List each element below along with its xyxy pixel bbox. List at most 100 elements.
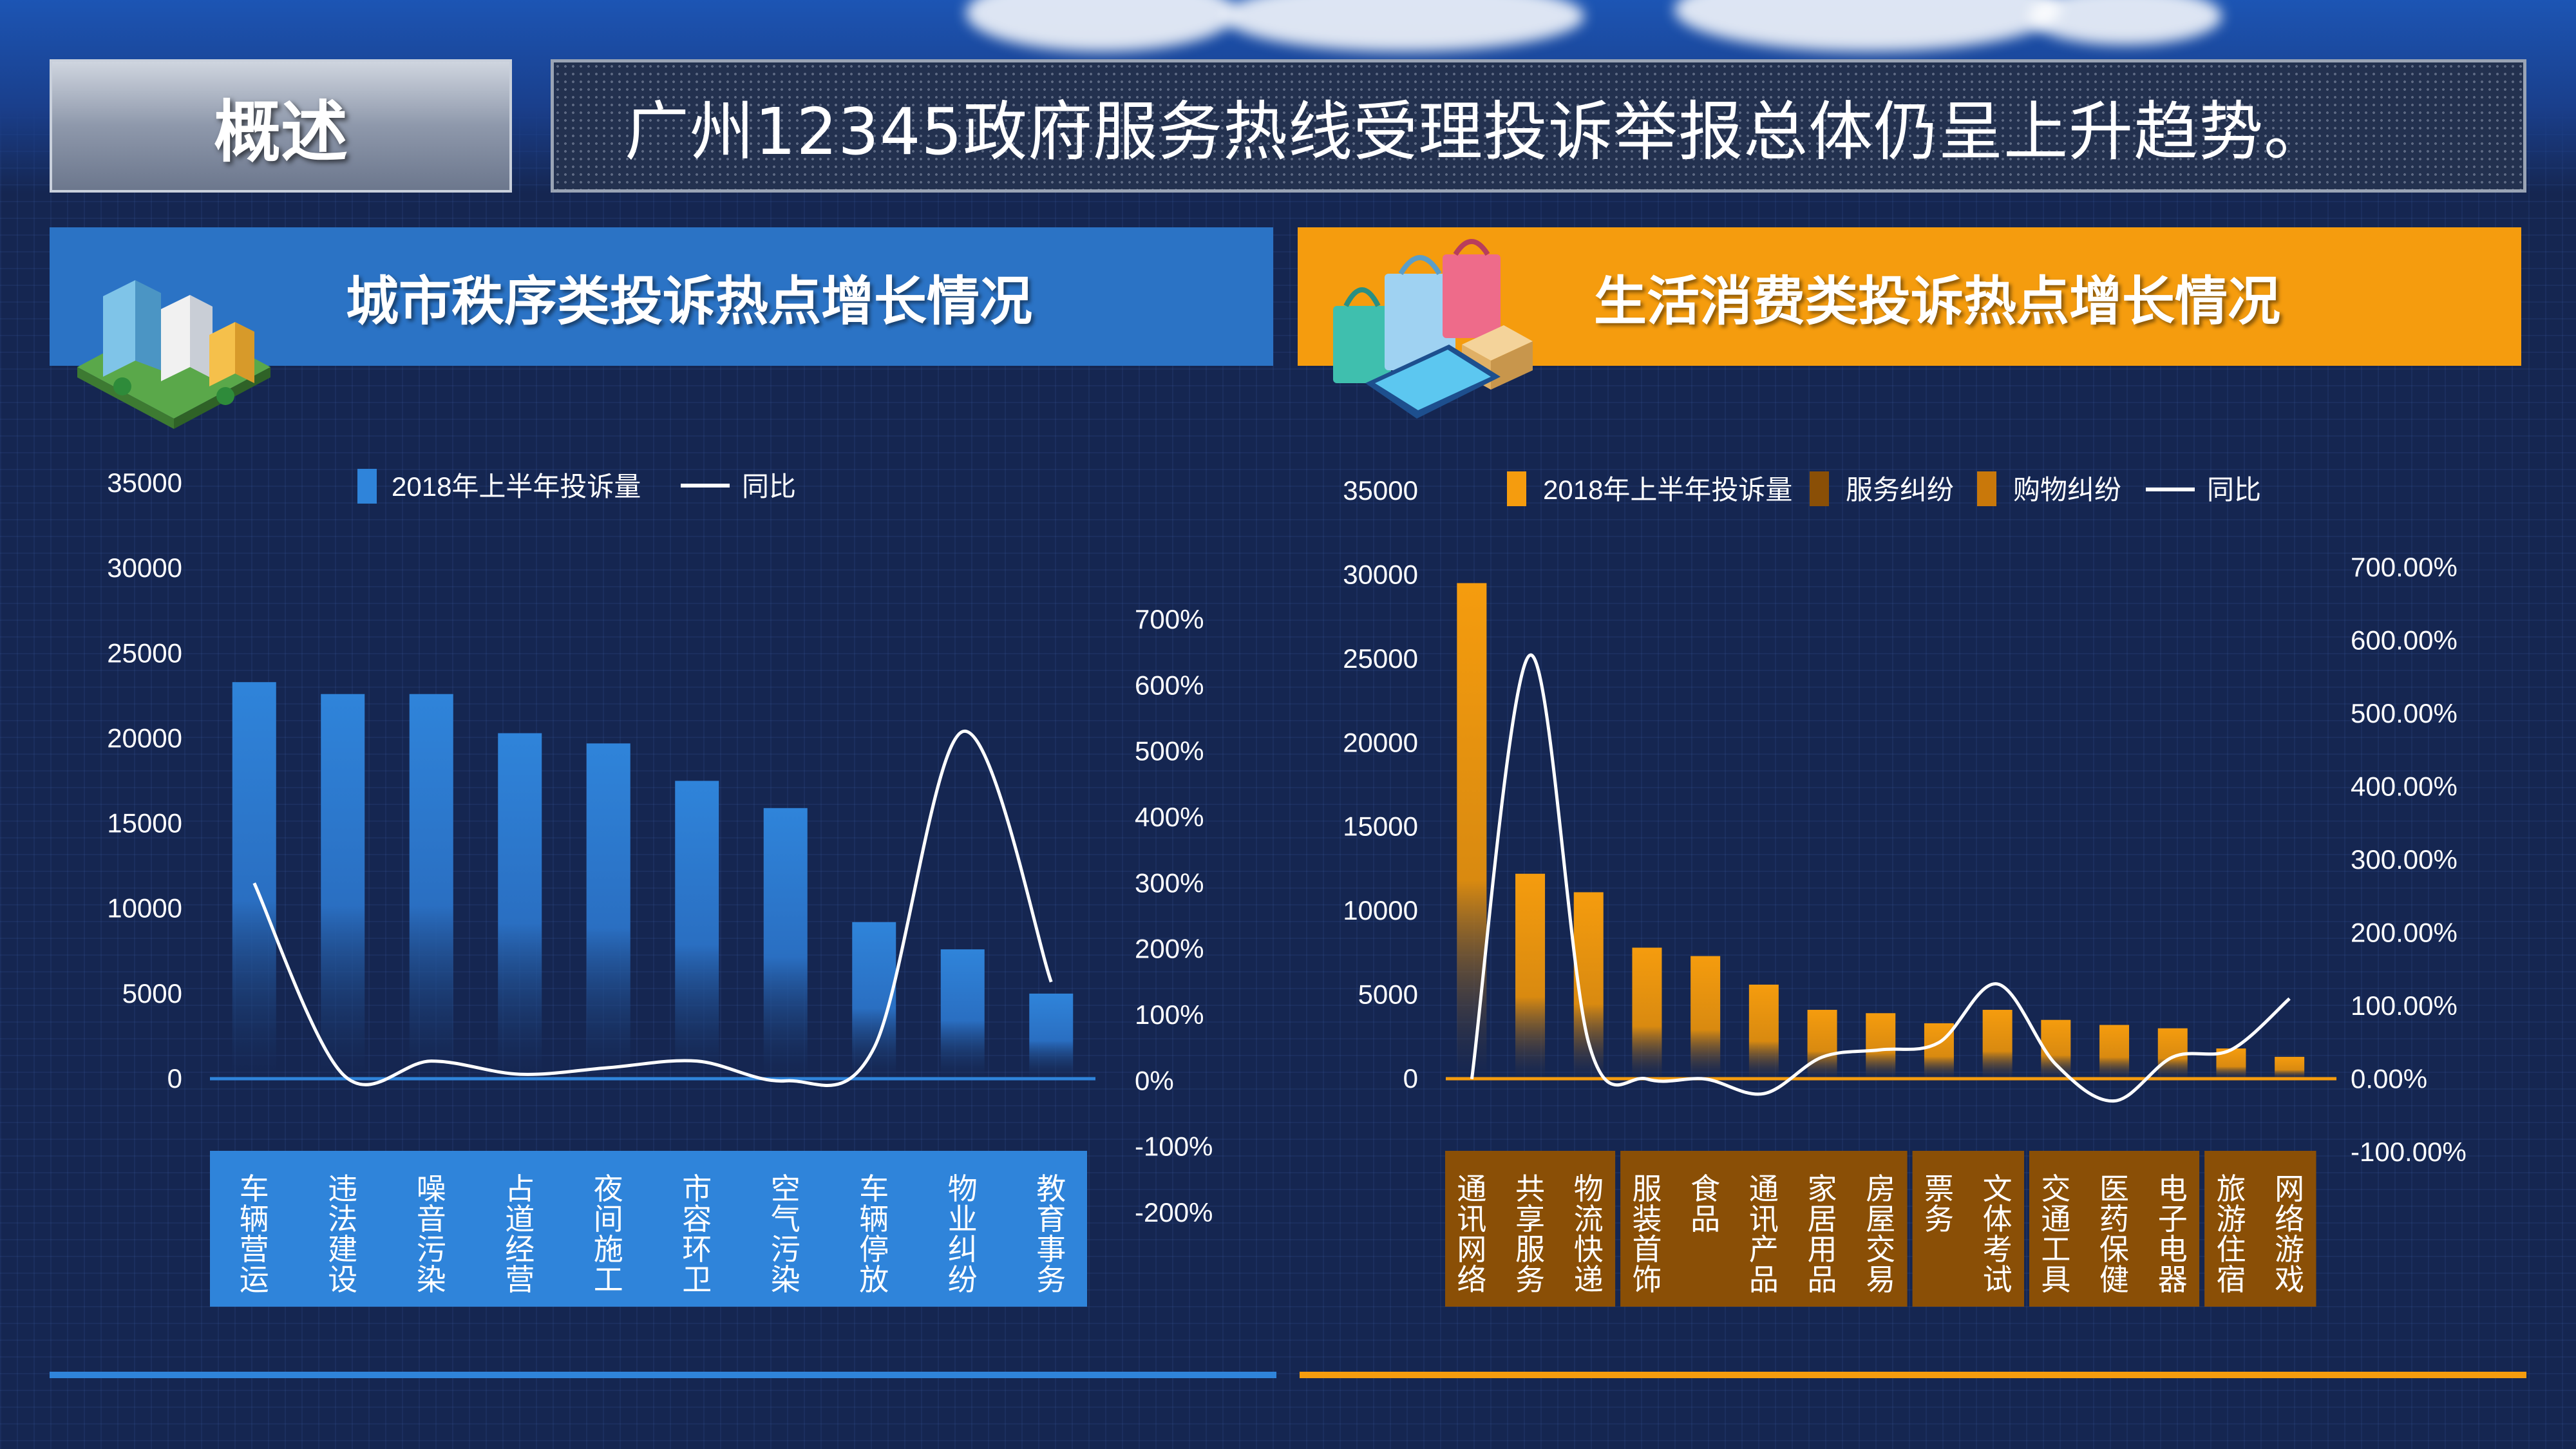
x-tick-label: 噪音污染 (417, 1172, 446, 1296)
y-right-tick-label: 300.00% (2351, 844, 2458, 875)
bar (1748, 984, 1779, 1079)
y-left-tick-label: 35000 (107, 468, 182, 498)
shopping-bags-phone-icon (1333, 239, 1533, 419)
y-left-tick-label: 5000 (122, 978, 182, 1009)
bar (1515, 873, 1546, 1079)
x-tick-label: 共享服务 (1515, 1172, 1545, 1296)
bar (1029, 993, 1074, 1079)
bar (675, 781, 719, 1079)
y-right-tick-label: 200% (1135, 934, 1204, 964)
legend-label: 服务纠纷 (1846, 475, 1954, 505)
legend-swatch-bar (357, 469, 377, 504)
x-tick-label: 空气污染 (771, 1172, 800, 1296)
legend-label: 2018年上半年投诉量 (392, 471, 641, 502)
x-tick-label: 物流快递 (1574, 1172, 1604, 1296)
city-buildings-icon (77, 280, 270, 429)
x-tick-label: 占道经营 (505, 1172, 535, 1296)
x-tick-label: 文体考试 (1983, 1172, 2012, 1296)
x-tick-label: 通讯网络 (1457, 1172, 1486, 1296)
x-tick-label: 家居用品 (1808, 1172, 1837, 1296)
y-left-tick-label: 5000 (1358, 980, 1418, 1010)
yoy-line (252, 730, 1053, 1087)
y-left-tick-label: 0 (167, 1063, 182, 1094)
x-tick-label: 夜间施工 (594, 1172, 623, 1296)
bar (2099, 1025, 2130, 1079)
y-left-tick-label: 10000 (107, 893, 182, 923)
category-group-box (1445, 1151, 1616, 1307)
x-tick-label: 市容环卫 (682, 1172, 712, 1296)
x-tick-label: 物业纠纷 (948, 1172, 978, 1296)
bar (586, 743, 630, 1079)
legend-swatch-bar (1977, 471, 1996, 506)
y-right-tick-label: 400% (1135, 802, 1204, 832)
y-left-tick-label: 10000 (1343, 895, 1418, 925)
legend-swatch-bar (1507, 471, 1526, 506)
x-tick-label: 服装首饰 (1632, 1172, 1662, 1296)
y-right-tick-label: -100.00% (2351, 1137, 2467, 1167)
category-label-box (210, 1151, 1087, 1307)
category-group-box (1912, 1151, 2024, 1307)
category-group-box (2029, 1151, 2200, 1307)
x-tick-label: 食品 (1690, 1172, 1720, 1236)
x-tick-label: 网络游戏 (2275, 1172, 2304, 1296)
bar (1982, 1010, 2012, 1079)
y-right-tick-label: 200.00% (2351, 918, 2458, 948)
bar (1866, 1013, 1896, 1079)
bar (409, 694, 453, 1079)
x-tick-label: 教育事务 (1036, 1172, 1066, 1296)
bar (763, 808, 808, 1079)
legend-label: 购物纠纷 (2013, 475, 2121, 505)
bar (2275, 1057, 2305, 1079)
right-panel-title-text: 生活消费类投诉热点增长情况 (1594, 271, 2281, 332)
yoy-line (1470, 653, 2291, 1103)
headline: 广州12345政府服务热线受理投诉举报总体仍呈上升趋势。 (551, 59, 2526, 193)
bar (1807, 1010, 1837, 1079)
y-left-tick-label: 30000 (1343, 559, 1418, 589)
y-right-tick-label: 100% (1135, 999, 1204, 1030)
y-left-tick-label: 20000 (1343, 727, 1418, 757)
y-right-tick-label: 700.00% (2351, 552, 2458, 582)
left-footer-line (50, 1372, 1276, 1378)
x-tick-label: 票务 (1924, 1172, 1954, 1236)
overview-tab: 概述 (50, 59, 512, 193)
right-chart: 35000 30000 25000 20000 15000 10000 5000 0 700.0… (1343, 471, 2467, 1307)
x-tick-label: 旅游住宿 (2216, 1172, 2246, 1296)
y-right-tick-label: 400.00% (2351, 772, 2458, 802)
y-right-tick-label: 100.00% (2351, 990, 2458, 1021)
bar (1690, 956, 1721, 1079)
x-tick-label: 医药保健 (2099, 1172, 2129, 1296)
legend-swatch-bar (1810, 471, 1829, 506)
left-panel-title-text: 城市秩序类投诉热点增长情况 (346, 271, 1033, 332)
legend-label: 同比 (742, 471, 796, 502)
bar (940, 949, 985, 1079)
y-right-tick-label: 0.00% (2351, 1064, 2427, 1094)
y-right-tick-label: 0% (1135, 1065, 1174, 1095)
cloud (2029, 0, 2222, 45)
y-left-tick-label: 35000 (1343, 475, 1418, 506)
right-footer-line (1300, 1372, 2526, 1378)
y-left-tick-label: 25000 (107, 638, 182, 668)
x-tick-label: 通讯产品 (1749, 1172, 1779, 1296)
bar (1632, 947, 1662, 1079)
category-group-box (1620, 1151, 1908, 1307)
x-tick-label: 车辆停放 (859, 1172, 889, 1296)
y-left-tick-label: 30000 (107, 553, 182, 583)
bar (232, 682, 276, 1079)
y-right-tick-label: 600% (1135, 670, 1204, 700)
y-left-tick-label: 15000 (107, 808, 182, 838)
y-left-tick-label: 25000 (1343, 643, 1418, 674)
y-right-tick-label: -200% (1135, 1197, 1213, 1227)
left-chart: 35000 30000 25000 20000 15000 10000 5000 0 700% 6… (107, 468, 1213, 1307)
y-right-tick-label: 500.00% (2351, 698, 2458, 728)
bar (498, 733, 542, 1079)
legend-label: 2018年上半年投诉量 (1543, 475, 1792, 505)
x-tick-label: 电子电器 (2158, 1172, 2188, 1296)
category-group-box (2204, 1151, 2316, 1307)
legend-label: 同比 (2207, 475, 2261, 505)
x-tick-label: 交通工具 (2041, 1172, 2070, 1296)
y-right-tick-label: -100% (1135, 1132, 1213, 1162)
y-right-tick-label: 500% (1135, 736, 1204, 766)
bar (321, 694, 365, 1079)
x-tick-label: 违法建设 (328, 1172, 357, 1296)
